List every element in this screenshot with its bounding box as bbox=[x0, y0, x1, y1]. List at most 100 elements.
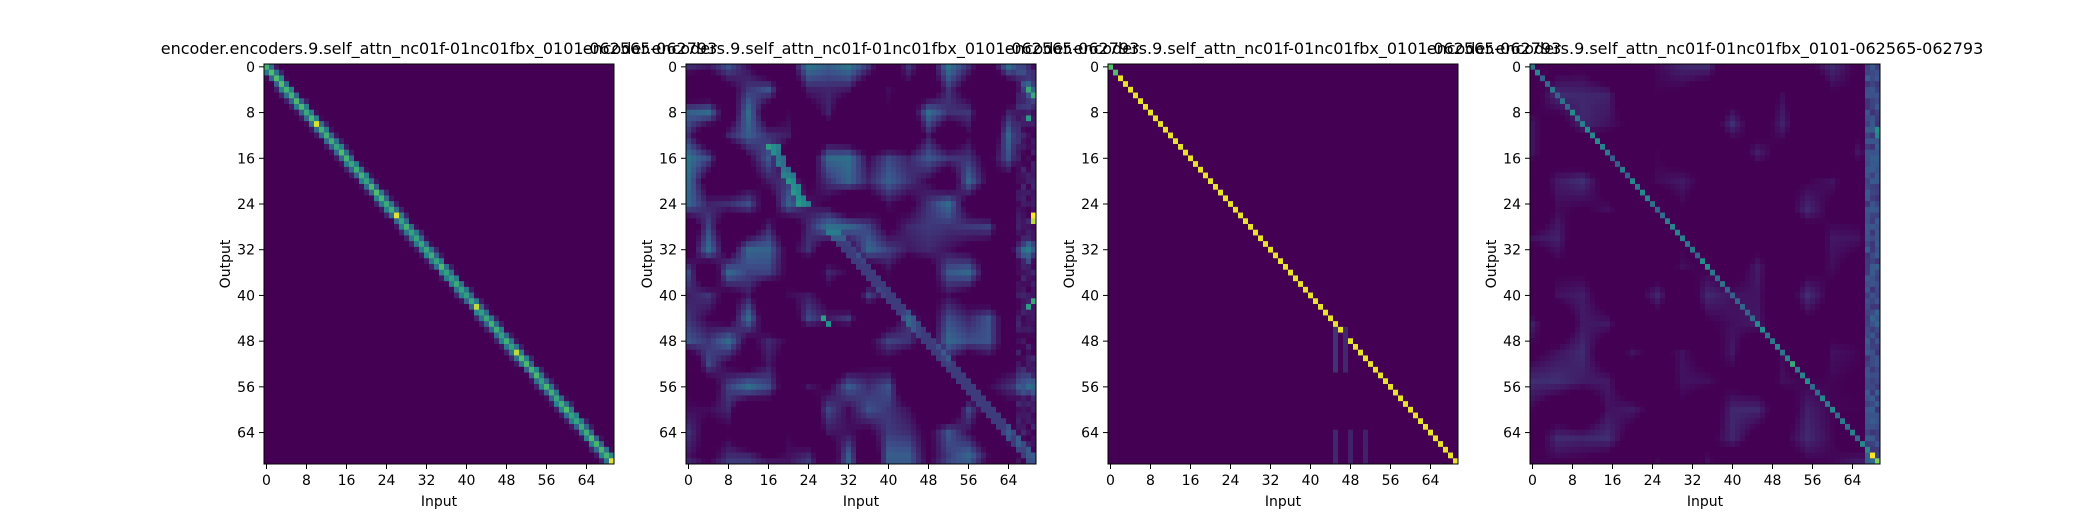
heatmap-cell bbox=[394, 269, 400, 276]
heatmap-cell bbox=[309, 115, 315, 122]
heatmap-cell bbox=[509, 435, 515, 442]
heatmap-cell bbox=[469, 412, 475, 419]
heatmap-cell bbox=[831, 64, 837, 71]
heatmap-cell bbox=[314, 441, 320, 448]
heatmap-cell bbox=[274, 206, 280, 213]
heatmap-cell bbox=[419, 441, 425, 448]
heatmap-cell bbox=[414, 281, 420, 288]
heatmap-cell bbox=[374, 104, 380, 111]
heatmap-cell bbox=[494, 172, 500, 179]
heatmap-cell bbox=[559, 126, 565, 133]
heatmap-cell bbox=[549, 355, 555, 362]
heatmap-cell bbox=[534, 406, 540, 413]
heatmap-cell bbox=[364, 132, 370, 139]
heatmap-cell bbox=[469, 378, 475, 385]
heatmap-cell bbox=[414, 138, 420, 145]
heatmap-cell bbox=[489, 166, 495, 173]
heatmap-cell bbox=[304, 286, 310, 293]
heatmap-cell bbox=[304, 178, 310, 185]
heatmap-cell bbox=[284, 458, 290, 465]
heatmap-cell bbox=[349, 435, 355, 442]
heatmap-cell bbox=[409, 452, 415, 459]
heatmap-cell bbox=[509, 406, 515, 413]
heatmap-cell bbox=[269, 86, 275, 93]
heatmap-cell bbox=[289, 132, 295, 139]
heatmap-cell bbox=[569, 86, 575, 93]
heatmap-cell bbox=[484, 172, 490, 179]
heatmap-cell bbox=[314, 269, 320, 276]
heatmap-cell bbox=[309, 218, 315, 225]
heatmap-cell bbox=[524, 206, 530, 213]
heatmap-cell bbox=[384, 281, 390, 288]
heatmap-cell bbox=[509, 206, 515, 213]
heatmap-cell bbox=[599, 229, 605, 236]
heatmap-cell bbox=[344, 235, 350, 242]
heatmap-cell bbox=[604, 429, 610, 436]
heatmap-cell bbox=[514, 172, 520, 179]
heatmap-cell bbox=[489, 172, 495, 179]
heatmap-cell bbox=[459, 264, 465, 271]
heatmap-cell bbox=[459, 406, 465, 413]
heatmap-cell bbox=[384, 92, 390, 99]
heatmap-cell bbox=[434, 109, 440, 116]
heatmap-cell bbox=[344, 218, 350, 225]
heatmap-cell bbox=[414, 92, 420, 99]
heatmap-cell bbox=[414, 224, 420, 231]
heatmap-cell bbox=[354, 115, 360, 122]
heatmap-cell bbox=[474, 292, 480, 299]
heatmap-cell bbox=[264, 361, 270, 368]
heatmap-cell bbox=[394, 326, 400, 333]
heatmap-cell bbox=[414, 378, 420, 385]
heatmap-cell bbox=[489, 429, 495, 436]
heatmap-cell bbox=[424, 161, 430, 168]
heatmap-cell bbox=[514, 224, 520, 231]
heatmap-cell bbox=[494, 258, 500, 265]
heatmap-cell bbox=[314, 224, 320, 231]
heatmap-cell bbox=[384, 372, 390, 379]
heatmap-cell bbox=[459, 224, 465, 231]
heatmap-cell bbox=[469, 452, 475, 459]
heatmap-cell bbox=[269, 418, 275, 425]
heatmap-cell bbox=[334, 304, 340, 311]
heatmap-cell bbox=[504, 321, 510, 328]
heatmap-cell bbox=[559, 161, 565, 168]
heatmap-cell bbox=[479, 338, 485, 345]
heatmap-cell bbox=[384, 115, 390, 122]
heatmap-cell bbox=[274, 304, 280, 311]
heatmap-cell bbox=[479, 309, 485, 316]
heatmap-cell bbox=[399, 212, 405, 219]
heatmap-cell bbox=[454, 189, 460, 196]
heatmap-cell bbox=[469, 292, 475, 299]
heatmap-cell bbox=[519, 309, 525, 316]
heatmap-cell bbox=[384, 166, 390, 173]
heatmap-cell bbox=[349, 224, 355, 231]
heatmap-cell bbox=[529, 264, 535, 271]
heatmap-cell bbox=[399, 132, 405, 139]
heatmap-cell bbox=[529, 109, 535, 116]
heatmap-cell bbox=[269, 446, 275, 453]
heatmap-cell bbox=[559, 252, 565, 259]
heatmap-cell bbox=[584, 252, 590, 259]
heatmap-cell bbox=[544, 212, 550, 219]
heatmap-cell bbox=[439, 275, 445, 282]
heatmap-cell bbox=[439, 218, 445, 225]
heatmap-cell bbox=[344, 275, 350, 282]
heatmap-cell bbox=[414, 86, 420, 93]
heatmap-cell bbox=[354, 378, 360, 385]
heatmap-cell bbox=[559, 166, 565, 173]
heatmap-cell bbox=[594, 378, 600, 385]
heatmap-cell bbox=[594, 355, 600, 362]
heatmap-cell bbox=[594, 184, 600, 191]
heatmap-cell bbox=[399, 69, 405, 76]
heatmap-cell bbox=[354, 355, 360, 362]
heatmap-cell bbox=[374, 361, 380, 368]
heatmap-cell bbox=[464, 429, 470, 436]
heatmap-cell bbox=[299, 401, 305, 408]
heatmap-cell bbox=[484, 212, 490, 219]
heatmap-cell bbox=[384, 75, 390, 82]
heatmap-cell bbox=[544, 304, 550, 311]
heatmap-cell bbox=[549, 178, 555, 185]
heatmap-cell bbox=[519, 189, 525, 196]
heatmap-cell bbox=[294, 252, 300, 259]
heatmap-cell bbox=[349, 321, 355, 328]
